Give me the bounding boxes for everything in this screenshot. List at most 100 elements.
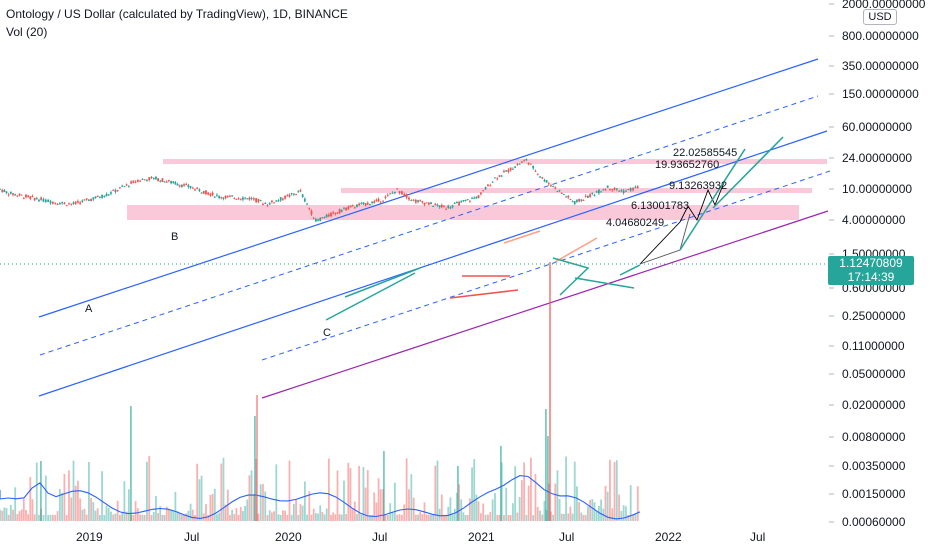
candle-body [239,199,242,201]
candle-body [159,180,162,182]
volume-bar [576,486,578,521]
volume-bar [27,514,30,521]
volume-bar [255,459,258,521]
candle-body [127,185,130,187]
candle-body [401,191,403,195]
candle-body [200,192,203,194]
volume-bar [148,455,151,521]
candle-body [218,195,221,198]
candle-body [479,192,482,195]
volume-bar [288,460,291,521]
projection-channel [712,136,784,209]
volume-bar [391,512,394,521]
volume-bar [543,500,546,521]
currency-badge[interactable]: USD [863,9,897,25]
volume-bar [484,514,487,521]
volume-bar [458,484,460,521]
candle-body [237,198,240,200]
candle-body [187,184,190,188]
volume-bar [271,512,273,521]
candle-body [611,189,614,191]
price-axis-ticks [829,3,834,523]
candle-body [430,202,432,205]
volume-bar [509,514,512,521]
candle-body [194,189,196,191]
candle-body [375,199,378,202]
candle-body [286,195,289,197]
volume-bar [61,492,64,521]
volume-bar [301,505,304,521]
volume-bar [44,475,47,521]
candle-body [92,197,95,200]
volume-bar [174,491,177,521]
candle-body [303,198,306,202]
volume-bar [567,513,570,521]
volume-bar [516,512,519,521]
volume-bar [436,460,439,521]
volume-bar [189,503,192,521]
volume-bar [518,497,521,521]
candle-body [458,201,460,206]
volume-indicator-label[interactable]: Vol (20) [6,25,48,39]
volume-bar [405,458,408,521]
volume-bar [627,514,630,521]
candle-body [550,185,552,187]
time-axis-label: 2021 [468,530,495,544]
volume-bar [54,514,57,521]
candle-body [505,170,508,172]
candle-body [77,201,79,203]
volume-bar [239,507,242,521]
volume-bar [456,492,458,521]
candle-body [257,198,260,202]
price-axis-label: 0.02000000 [842,398,906,412]
volume-bar [139,514,142,521]
volume-bar [330,514,332,521]
volume-bar [471,467,473,521]
volume-bar [103,514,106,521]
candle-body [466,199,469,201]
candle-body [366,202,369,205]
candle-body [327,214,330,217]
price-axis-label: 2000.00000000 [842,0,926,11]
volume-bar [527,485,530,521]
price-axis-label: 800.00000000 [842,29,919,43]
volume-bar [520,480,523,521]
volume-bar [79,498,82,521]
volume-bar [85,514,88,521]
candle-body [445,208,448,210]
volume-bar [410,474,413,521]
candle-body [295,194,297,196]
volume-bar [284,510,286,521]
volume-bar [321,511,324,521]
volume-bar [530,457,532,521]
candle-body [259,199,262,201]
volume-bar [396,514,399,521]
volume-bar [514,466,517,521]
candle-body [150,177,153,179]
volume-bar [237,514,240,521]
candle-body [191,187,194,189]
target-label: 6.13001783 [631,200,689,212]
candle-body [358,203,361,206]
volume-bar [560,513,563,521]
candle-body [451,205,454,208]
volume-bar [264,491,267,521]
volume-bar [312,508,315,521]
candle-body [279,197,282,201]
volume-bar [3,507,6,521]
candle-body [9,191,12,194]
price-axis-label: 150.00000000 [842,87,919,101]
candle-body [629,187,632,191]
candle-body [591,192,594,194]
volume-bar [505,487,508,521]
candle-body [185,184,188,186]
candle-body [98,197,101,199]
volume-bar [213,488,216,521]
candle-body [282,198,284,200]
candle-body [152,177,155,179]
volume-bar [141,515,144,521]
candle-body [248,197,251,200]
volume-bar [449,497,452,521]
